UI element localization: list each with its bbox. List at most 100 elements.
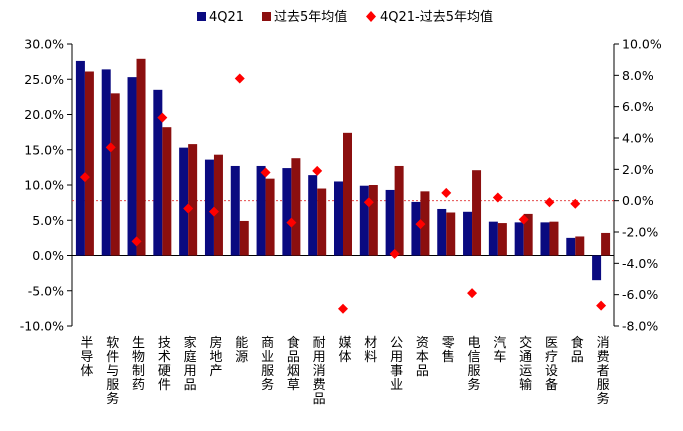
bar-5yr-avg xyxy=(394,165,404,256)
diff-marker xyxy=(208,206,219,217)
bar-4q21 xyxy=(101,69,111,256)
right-tick-label: -2.0% xyxy=(622,225,658,240)
left-tick-label: 25.0% xyxy=(24,72,64,87)
bar-4q21 xyxy=(153,89,163,256)
bar-4q21 xyxy=(592,255,602,281)
category-label: 生物制药 xyxy=(132,336,145,393)
bar-4q21 xyxy=(437,208,447,256)
bar-5yr-avg xyxy=(420,191,430,256)
category-label: 资本品 xyxy=(416,336,429,379)
legend-swatch-4q21 xyxy=(197,12,206,21)
category-label: 家庭用品 xyxy=(184,335,197,393)
left-tick-label: 20.0% xyxy=(24,107,64,122)
diff-marker xyxy=(131,236,142,247)
category-label: 食品 xyxy=(571,335,584,365)
category-label: 公用事业 xyxy=(390,336,403,393)
bar-5yr-avg xyxy=(162,127,172,256)
diff-marker xyxy=(570,198,581,209)
bar-4q21 xyxy=(230,165,240,256)
category-label: 商业服务 xyxy=(261,336,274,393)
diff-marker xyxy=(234,73,245,84)
category-label: 汽车 xyxy=(493,336,506,365)
bar-4q21 xyxy=(75,60,85,256)
bar-4q21 xyxy=(385,189,395,256)
bar-4q21 xyxy=(308,175,318,256)
diff-marker xyxy=(105,142,116,153)
plot-area: -10.0% -5.0% 0.0% 5.0% 10.0% 15.0% 20.0% 25.0% 3… xyxy=(20,37,662,408)
category-label: 消费者服务 xyxy=(597,336,610,407)
right-tick-label: 8.0% xyxy=(622,68,654,83)
category-label: 交通运输 xyxy=(519,335,532,393)
right-tick-label: 10.0% xyxy=(622,37,662,52)
diff-marker xyxy=(441,187,452,198)
bar-4q21 xyxy=(127,77,137,256)
category-label: 零售 xyxy=(442,336,455,365)
bar-5yr-avg xyxy=(239,220,249,256)
bar-5yr-avg xyxy=(291,158,301,256)
bar-5yr-avg xyxy=(368,185,378,256)
bar-4q21 xyxy=(359,185,369,256)
diff-marker xyxy=(338,303,348,314)
category-label: 房地产 xyxy=(209,335,222,379)
category-label: 技术硬件 xyxy=(158,336,171,393)
bar-4q21 xyxy=(411,201,421,256)
diff-marker xyxy=(518,214,529,225)
diff-marker xyxy=(260,167,271,178)
category-label: 能源 xyxy=(235,336,248,365)
bar-5yr-avg xyxy=(136,58,146,256)
diff-marker xyxy=(286,217,297,228)
diff-marker xyxy=(312,165,323,176)
left-tick-label: 10.0% xyxy=(24,178,64,193)
left-tick-label: -5.0% xyxy=(28,283,64,298)
right-tick-label: 0.0% xyxy=(622,193,654,208)
bar-4q21 xyxy=(204,159,214,256)
legend-swatch-5yr-avg xyxy=(262,12,271,21)
bar-5yr-avg xyxy=(213,154,223,256)
diff-marker xyxy=(544,197,555,208)
bar-5yr-avg xyxy=(84,71,94,256)
right-tick-label: 4.0% xyxy=(622,131,654,146)
bar-5yr-avg xyxy=(188,144,198,256)
diff-marker xyxy=(183,203,194,214)
legend-swatch-diff xyxy=(366,11,376,22)
bar-5yr-avg xyxy=(497,223,507,256)
bar-5yr-avg xyxy=(575,236,585,256)
bar-5yr-avg xyxy=(601,232,611,256)
bar-4q21 xyxy=(179,147,189,256)
diff-marker xyxy=(389,248,400,259)
diff-marker xyxy=(467,288,478,299)
bar-5yr-avg xyxy=(110,93,120,256)
diff-marker xyxy=(363,197,374,208)
right-tick-label: -8.0% xyxy=(622,319,658,334)
category-label: 软件与服务 xyxy=(106,336,119,407)
category-label: 电信服务 xyxy=(468,336,481,393)
bar-4q21 xyxy=(514,222,524,256)
category-label: 食品烟草 xyxy=(287,335,300,393)
left-tick-label: -10.0% xyxy=(20,319,64,334)
right-tick-label: -4.0% xyxy=(622,256,658,271)
diff-marker xyxy=(596,300,607,311)
bar-5yr-avg xyxy=(472,170,482,256)
bar-5yr-avg xyxy=(265,178,275,256)
diff-marker xyxy=(415,219,426,230)
left-tick-label: 30.0% xyxy=(24,37,64,52)
bar-4q21 xyxy=(488,221,498,256)
bar-4q21 xyxy=(463,211,473,256)
bar-5yr-avg xyxy=(523,213,533,256)
legend-label-5yr-avg: 过去5年均值 xyxy=(274,9,347,25)
bar-4q21 xyxy=(540,222,550,256)
right-tick-label: 6.0% xyxy=(622,99,654,114)
legend-label-4q21: 4Q21 xyxy=(209,10,244,25)
bar-4q21 xyxy=(566,237,576,256)
diff-marker xyxy=(79,172,90,183)
bar-5yr-avg xyxy=(343,132,352,256)
category-label: 耐用消费品 xyxy=(313,336,326,407)
bar-4q21 xyxy=(282,168,292,256)
bar-4q21 xyxy=(256,165,266,256)
right-tick-label: 2.0% xyxy=(622,162,654,177)
bar-4q21 xyxy=(334,181,343,256)
bar-5yr-avg xyxy=(446,212,456,256)
left-tick-label: 0.0% xyxy=(32,248,64,263)
legend-label-diff: 4Q21-过去5年均值 xyxy=(380,9,493,25)
